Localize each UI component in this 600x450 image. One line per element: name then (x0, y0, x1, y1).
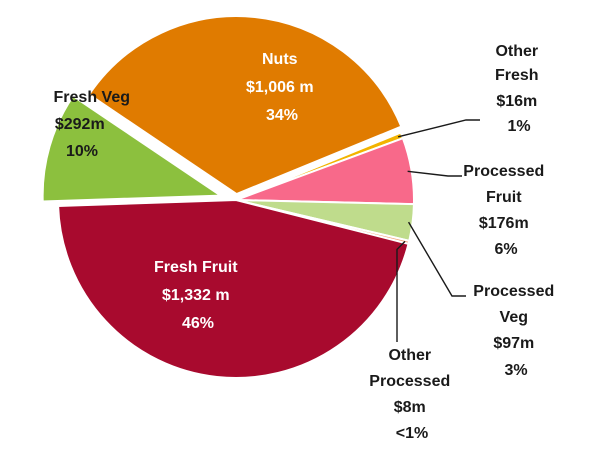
leader-processed-veg (407, 221, 466, 297)
pie-slices (41, 15, 415, 379)
label-nuts-percent: 34% (266, 107, 298, 124)
label-other-processed-value: $8m (394, 399, 426, 416)
label-other-fresh-name-1: Other (495, 43, 538, 60)
label-processed-fruit-percent: 6% (494, 241, 517, 258)
label-other-processed: Other Processed $8m <1% (369, 347, 454, 442)
label-nuts-value: $1,006 m (246, 79, 314, 96)
slice-nuts (87, 15, 403, 196)
label-fresh-veg-name: Fresh Veg (54, 89, 130, 106)
label-processed-veg-percent: 3% (504, 362, 527, 379)
slice-fresh-veg (41, 94, 224, 203)
label-fresh-fruit-name: Fresh Fruit (154, 259, 238, 276)
label-nuts: Nuts $1,006 m 34% (246, 51, 318, 124)
leader-lines (396, 119, 480, 342)
label-other-fresh-value: $16m (496, 93, 537, 110)
label-processed-veg-name-2: Veg (500, 309, 528, 326)
label-other-processed-name-2: Processed (369, 373, 450, 390)
label-fresh-fruit-percent: 46% (182, 315, 214, 332)
label-processed-fruit: Processed Fruit $176m 6% (463, 163, 548, 258)
leader-other-processed (396, 240, 406, 342)
label-fresh-veg-value: $292m (55, 116, 105, 133)
label-other-fresh-percent: 1% (507, 118, 530, 135)
label-processed-fruit-name-2: Fruit (486, 189, 522, 206)
label-processed-veg-name-1: Processed (473, 283, 554, 300)
label-processed-fruit-value: $176m (479, 215, 529, 232)
label-fresh-fruit: Fresh Fruit $1,332 m 46% (154, 259, 242, 332)
label-fresh-veg: Fresh Veg $292m 10% (54, 89, 135, 160)
label-processed-veg-value: $97m (493, 335, 534, 352)
label-other-fresh: Other Fresh $16m 1% (495, 43, 543, 135)
label-nuts-name: Nuts (262, 51, 298, 68)
label-other-processed-name-1: Other (388, 347, 431, 364)
label-other-processed-percent: <1% (396, 425, 428, 442)
label-processed-fruit-name-1: Processed (463, 163, 544, 180)
leader-processed-fruit (407, 170, 462, 177)
label-processed-veg: Processed Veg $97m 3% (473, 283, 558, 379)
label-fresh-fruit-value: $1,332 m (162, 287, 230, 304)
label-fresh-veg-percent: 10% (66, 143, 98, 160)
slice-fresh-fruit (57, 198, 410, 379)
leader-other-fresh (397, 119, 480, 138)
label-other-fresh-name-2: Fresh (495, 67, 539, 84)
